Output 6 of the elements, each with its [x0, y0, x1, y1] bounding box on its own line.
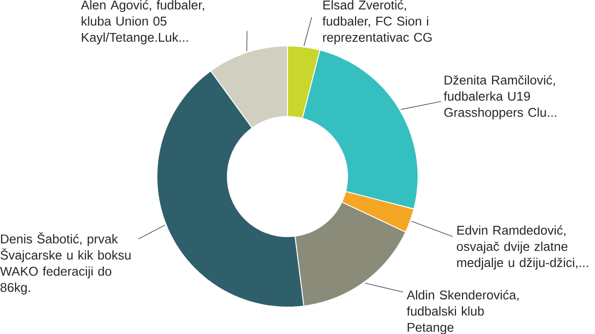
slice-label: Dženita Ramčilović, fudbalerka U19 Grasshoppers Clu...	[444, 74, 556, 120]
slice-label: Alen Agović, fudbaler, kluba Union 05 Kayl/Tetange.Luk...	[80, 0, 204, 44]
slice-label: Denis Šabotić, prvak Švajcarske u kik boksu WAKO federaciji do 86kg.	[0, 232, 130, 294]
slice-label: Aldin Skenderovića, fudbalski klub Petange	[406, 290, 519, 334]
slice-label: Elsad Zverotić, fudbaler, FC Sion i reprezentativac CG	[322, 0, 432, 44]
slice-label: Edvin Ramdedović, osvajač dvije zlatne medjalje u džiju-džici,...	[456, 225, 588, 270]
